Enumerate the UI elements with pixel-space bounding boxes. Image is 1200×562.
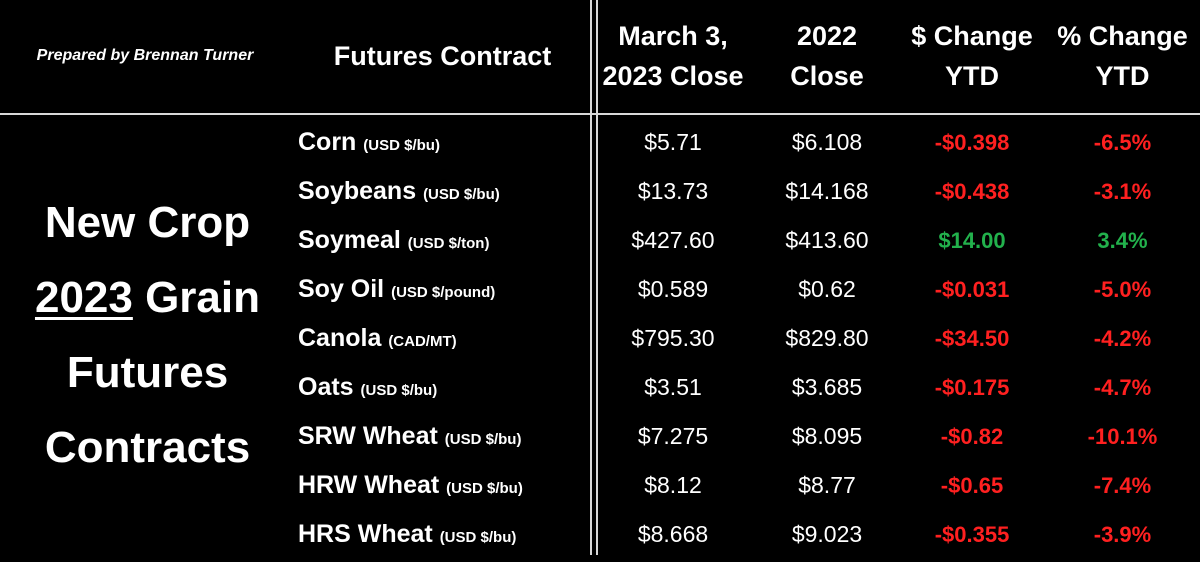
table-row: Oats (USD $/bu) $3.51 $3.685 -$0.175 -4.7% (0, 363, 1200, 412)
dollar-change-value: -$34.50 (934, 326, 1010, 351)
table-row: Soymeal (USD $/ton) $427.60 $413.60 $14.00 3… (0, 216, 1200, 265)
contract-name-label: HRW Wheat (298, 471, 440, 499)
contract-name-label: Canola (298, 324, 382, 352)
dollar-change-value: $14.00 (938, 228, 1006, 253)
header-futures-contract-label: Futures Contract (333, 41, 552, 71)
header-percent-change: % Change YTD (1050, 0, 1195, 112)
percent-change-value: -7.4% (1093, 473, 1152, 498)
close-2022-value: $3.685 (791, 374, 863, 400)
table-row: Soy Oil (USD $/pound) $0.589 $0.62 -$0.031 -… (0, 265, 1200, 314)
close-2023-value: $3.51 (644, 374, 702, 400)
table-row: HRS Wheat (USD $/bu) $8.668 $9.023 -$0.355 -… (0, 510, 1200, 559)
header-2022-close: 2022 Close (752, 0, 902, 112)
header-percent-change-line1: % Change (1057, 21, 1188, 51)
header-percent-change-line2: YTD (1095, 61, 1150, 91)
table-row: Soybeans (USD $/bu) $13.73 $14.168 -$0.438 -… (0, 167, 1200, 216)
contract-unit: (USD $/bu) (439, 529, 517, 546)
percent-change-value: -3.9% (1093, 522, 1152, 547)
side-title-line2: 2023 Grain (0, 260, 295, 335)
header-2023-close-line2: 2023 Close (602, 61, 744, 91)
contract-name: Oats (USD $/bu) (298, 363, 437, 412)
percent-change-value: 3.4% (1097, 228, 1148, 253)
contract-name: Soy Oil (USD $/pound) (298, 265, 495, 314)
close-2023-value: $13.73 (637, 178, 709, 204)
header-dollar-change-line2: YTD (945, 61, 999, 91)
contract-name: SRW Wheat (USD $/bu) (298, 412, 521, 461)
contract-name-label: SRW Wheat (298, 422, 438, 450)
dollar-change-value: -$0.65 (940, 473, 1004, 498)
table-row: HRW Wheat (USD $/bu) $8.12 $8.77 -$0.65 -7.4… (0, 461, 1200, 510)
contract-unit: (USD $/bu) (360, 382, 438, 399)
contract-name: Canola (CAD/MT) (298, 314, 457, 363)
dollar-change-value: -$0.355 (934, 522, 1010, 547)
divider-vertical-1 (590, 0, 592, 555)
contract-unit: (USD $/bu) (423, 186, 500, 203)
contract-name: Soybeans (USD $/bu) (298, 167, 500, 216)
contract-name-label: Soy Oil (298, 275, 385, 303)
contract-unit: (USD $/bu) (444, 431, 522, 448)
header-futures-contract: Futures Contract (295, 0, 590, 112)
contract-unit: (USD $/bu) (446, 480, 523, 497)
contract-name-label: Oats (298, 373, 354, 401)
percent-change-value: -4.7% (1093, 375, 1152, 400)
close-2022-value: $413.60 (785, 227, 869, 253)
close-2023-value: $795.30 (631, 325, 715, 351)
contract-name: HRS Wheat (USD $/bu) (298, 510, 516, 559)
header-dollar-change-line1: $ Change (911, 21, 1033, 51)
close-2023-value: $0.589 (637, 276, 709, 302)
side-title-line3: Futures (66, 348, 229, 397)
divider-horizontal (0, 113, 1200, 115)
contract-name: Soymeal (USD $/ton) (298, 216, 489, 265)
close-2022-value: $0.62 (798, 276, 856, 302)
side-title-line4: Contracts (44, 423, 251, 472)
credit-label: Prepared by Brennan Turner (36, 47, 254, 64)
percent-change-value: -5.0% (1093, 277, 1152, 302)
dollar-change-value: -$0.175 (934, 375, 1010, 400)
close-2022-value: $8.095 (791, 423, 863, 449)
dollar-change-value: -$0.398 (934, 130, 1010, 155)
dollar-change-value: -$0.031 (934, 277, 1010, 302)
divider-vertical-2 (596, 0, 598, 555)
close-2023-value: $7.275 (637, 423, 709, 449)
close-2022-value: $8.77 (798, 472, 856, 498)
dollar-change-value: -$0.438 (934, 179, 1010, 204)
header-dollar-change: $ Change YTD (902, 0, 1042, 112)
side-title-line2-rest: Grain (132, 273, 261, 322)
close-2023-value: $5.71 (644, 129, 702, 155)
close-2023-value: $8.12 (644, 472, 702, 498)
side-title-year: 2023 (34, 273, 133, 322)
contract-unit: (USD $/ton) (407, 235, 490, 252)
table-row: Canola (CAD/MT) $795.30 $829.80 -$34.50 -4.2… (0, 314, 1200, 363)
header-2022-close-line1: 2022 (796, 21, 858, 51)
percent-change-value: -3.1% (1093, 179, 1152, 204)
close-2022-value: $829.80 (785, 325, 869, 351)
dollar-change-value: -$0.82 (940, 424, 1004, 449)
table-row: SRW Wheat (USD $/bu) $7.275 $8.095 -$0.82 -1… (0, 412, 1200, 461)
close-2023-value: $8.668 (637, 521, 709, 547)
contract-name: Corn (USD $/bu) (298, 118, 440, 167)
contract-name-label: Soymeal (298, 226, 401, 254)
contract-unit: (USD $/pound) (391, 284, 496, 301)
contract-name-label: HRS Wheat (298, 520, 433, 548)
side-title: New Crop 2023 Grain Futures Contracts (0, 185, 295, 485)
header-2022-close-line2: Close (790, 61, 864, 91)
contract-unit: (CAD/MT) (388, 333, 457, 350)
percent-change-value: -6.5% (1093, 130, 1152, 155)
contract-name-label: Corn (298, 128, 357, 156)
close-2022-value: $9.023 (791, 521, 863, 547)
percent-change-value: -10.1% (1087, 424, 1158, 449)
close-2023-value: $427.60 (631, 227, 715, 253)
percent-change-value: -4.2% (1093, 326, 1152, 351)
contract-name: HRW Wheat (USD $/bu) (298, 461, 523, 510)
header-2023-close-line1: March 3, (618, 21, 728, 51)
side-title-line1: New Crop (44, 198, 251, 247)
close-2022-value: $14.168 (785, 178, 869, 204)
header-2023-close: March 3, 2023 Close (598, 0, 748, 112)
contract-unit: (USD $/bu) (363, 137, 440, 154)
contract-name-label: Soybeans (298, 177, 417, 205)
table-row: Corn (USD $/bu) $5.71 $6.108 -$0.398 -6.5% (0, 118, 1200, 167)
close-2022-value: $6.108 (791, 129, 863, 155)
